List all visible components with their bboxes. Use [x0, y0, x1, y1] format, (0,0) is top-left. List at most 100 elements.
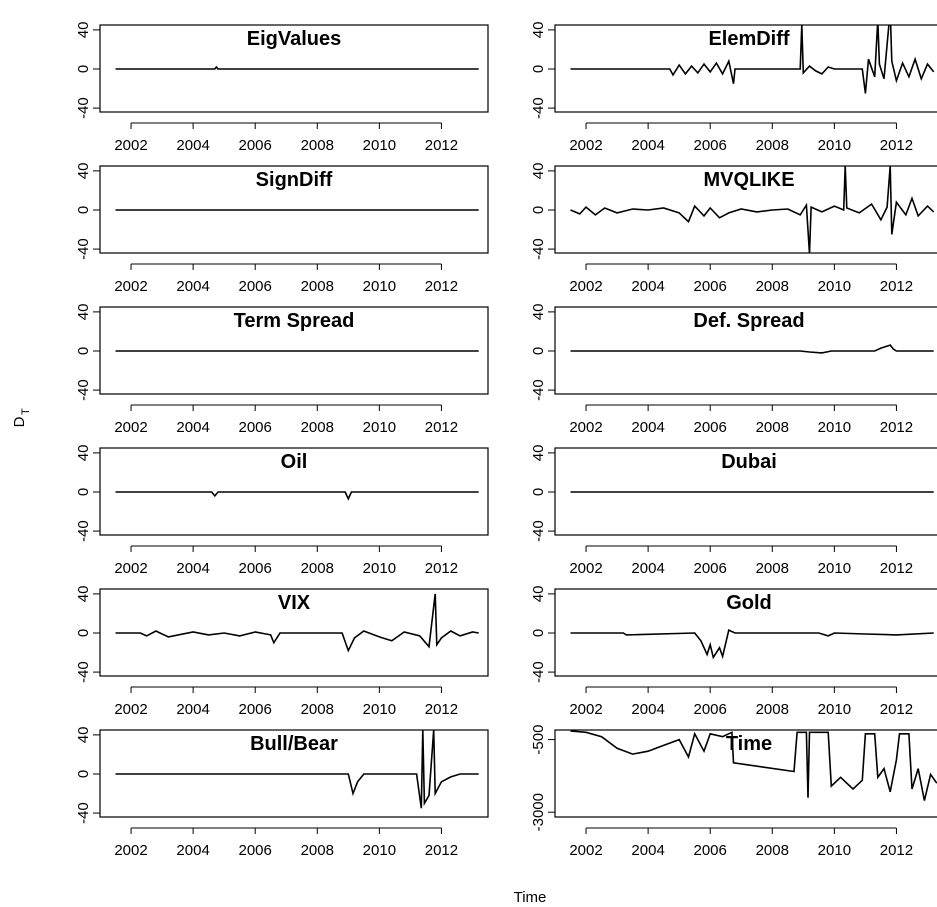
x-tick-label: 2010	[363, 701, 396, 718]
x-tick-label: 2006	[239, 842, 272, 859]
panel-title: Time	[726, 733, 772, 755]
x-tick-label: 2006	[239, 419, 272, 436]
y-tick-label: -40	[75, 802, 92, 824]
x-tick-label: 2004	[176, 419, 209, 436]
y-label-main: D	[11, 416, 28, 427]
y-tick-label: 0	[75, 65, 92, 73]
y-tick-label: -40	[530, 97, 547, 119]
y-tick-label: 40	[530, 304, 547, 321]
x-tick-label: 2006	[694, 137, 727, 154]
y-tick-label: 40	[75, 163, 92, 180]
x-tick-label: 2010	[818, 137, 851, 154]
x-tick-label: 2008	[301, 842, 334, 859]
x-tick-label: 2004	[176, 137, 209, 154]
panel: -40 0 40 2002 2004 2006 2008 2010 2012 Term Sprea…	[75, 304, 489, 436]
x-tick-label: 2004	[631, 137, 664, 154]
series-line	[570, 344, 934, 354]
x-tick-label: 2010	[818, 278, 851, 295]
x-tick-label: 2012	[880, 701, 913, 718]
x-tick-label: 2012	[880, 560, 913, 577]
x-tick-label: 2002	[114, 842, 147, 859]
panel: -40 0 40 2002 2004 2006 2008 2010 2012 EigValues	[75, 22, 489, 154]
panel: -40 0 40 2002 2004 2006 2008 2010 2012 SignDiff	[75, 163, 489, 295]
x-tick-label: 2002	[114, 419, 147, 436]
y-tick-label: -40	[530, 379, 547, 401]
x-tick-label: 2008	[301, 137, 334, 154]
y-tick-label: -40	[75, 238, 92, 260]
x-tick-label: 2012	[425, 701, 458, 718]
panel-title: Dubai	[721, 451, 777, 473]
x-tick-label: 2002	[114, 560, 147, 577]
y-tick-label: -40	[530, 520, 547, 542]
y-tick-label: 40	[75, 304, 92, 321]
x-tick-label: 2010	[363, 419, 396, 436]
x-tick-label: 2008	[301, 419, 334, 436]
x-tick-label: 2012	[425, 560, 458, 577]
x-tick-label: 2008	[301, 701, 334, 718]
y-tick-label: 40	[530, 22, 547, 39]
x-tick-label: 2012	[425, 278, 458, 295]
y-tick-label: 40	[530, 445, 547, 462]
x-tick-label: 2006	[239, 137, 272, 154]
x-tick-label: 2012	[880, 137, 913, 154]
x-tick-label: 2002	[569, 278, 602, 295]
x-tick-label: 2008	[756, 137, 789, 154]
series-line	[570, 628, 934, 660]
x-tick-label: 2008	[756, 560, 789, 577]
series-line	[115, 593, 479, 653]
x-tick-label: 2004	[176, 278, 209, 295]
x-tick-label: 2004	[631, 842, 664, 859]
x-tick-label: 2004	[631, 419, 664, 436]
x-tick-label: 2004	[631, 701, 664, 718]
x-tick-label: 2004	[176, 701, 209, 718]
y-tick-label: 0	[530, 347, 547, 355]
panel: -40 0 40 2002 2004 2006 2008 2010 2012 Gold	[530, 586, 937, 718]
y-label-sub: T	[20, 408, 32, 415]
y-tick-label: 0	[530, 488, 547, 496]
x-tick-label: 2012	[425, 842, 458, 859]
y-tick-label: 0	[530, 65, 547, 73]
x-tick-label: 2006	[239, 701, 272, 718]
x-tick-label: 2006	[239, 278, 272, 295]
panel: -40 0 40 2002 2004 2006 2008 2010 2012 Bull/Bear	[75, 727, 489, 859]
x-tick-label: 2002	[114, 278, 147, 295]
x-tick-label: 2008	[756, 278, 789, 295]
x-tick-label: 2010	[363, 560, 396, 577]
x-tick-label: 2002	[569, 137, 602, 154]
x-tick-label: 2012	[880, 278, 913, 295]
y-tick-label: 40	[530, 163, 547, 180]
x-tick-label: 2010	[363, 278, 396, 295]
x-tick-label: 2010	[363, 842, 396, 859]
y-tick-label: -500	[530, 725, 547, 755]
panel-title: EigValues	[247, 28, 342, 50]
panel-title: Def. Spread	[693, 310, 804, 332]
y-tick-label: 0	[530, 629, 547, 637]
panel: -40 0 40 2002 2004 2006 2008 2010 2012 Def. Sprea…	[530, 304, 937, 436]
y-tick-label: 40	[75, 445, 92, 462]
x-tick-label: 2004	[631, 278, 664, 295]
x-tick-label: 2010	[818, 701, 851, 718]
panel-title: Oil	[281, 451, 308, 473]
y-tick-label: 40	[75, 22, 92, 39]
y-tick-label: -40	[75, 520, 92, 542]
panel: -40 0 40 2002 2004 2006 2008 2010 2012 Oil	[75, 445, 489, 577]
y-tick-label: 0	[75, 770, 92, 778]
y-axis-label: D T	[11, 408, 32, 427]
y-tick-label: 0	[75, 206, 92, 214]
panel: -40 0 40 2002 2004 2006 2008 2010 2012 ElemDiff	[530, 22, 937, 154]
x-tick-label: 2002	[569, 419, 602, 436]
x-tick-label: 2002	[114, 701, 147, 718]
x-tick-label: 2004	[176, 842, 209, 859]
x-tick-label: 2002	[569, 701, 602, 718]
y-tick-label: -3000	[530, 793, 547, 831]
panel-title: SignDiff	[256, 169, 333, 191]
y-tick-label: -40	[75, 97, 92, 119]
x-tick-label: 2010	[363, 137, 396, 154]
panel: -40 0 40 2002 2004 2006 2008 2010 2012 MVQLIKE	[530, 163, 937, 295]
x-axis-label: Time	[514, 889, 547, 906]
panel-title: MVQLIKE	[703, 169, 794, 191]
series-line	[570, 25, 935, 94]
y-tick-label: -40	[530, 661, 547, 683]
panel-title: Gold	[726, 592, 772, 614]
x-tick-label: 2010	[818, 842, 851, 859]
